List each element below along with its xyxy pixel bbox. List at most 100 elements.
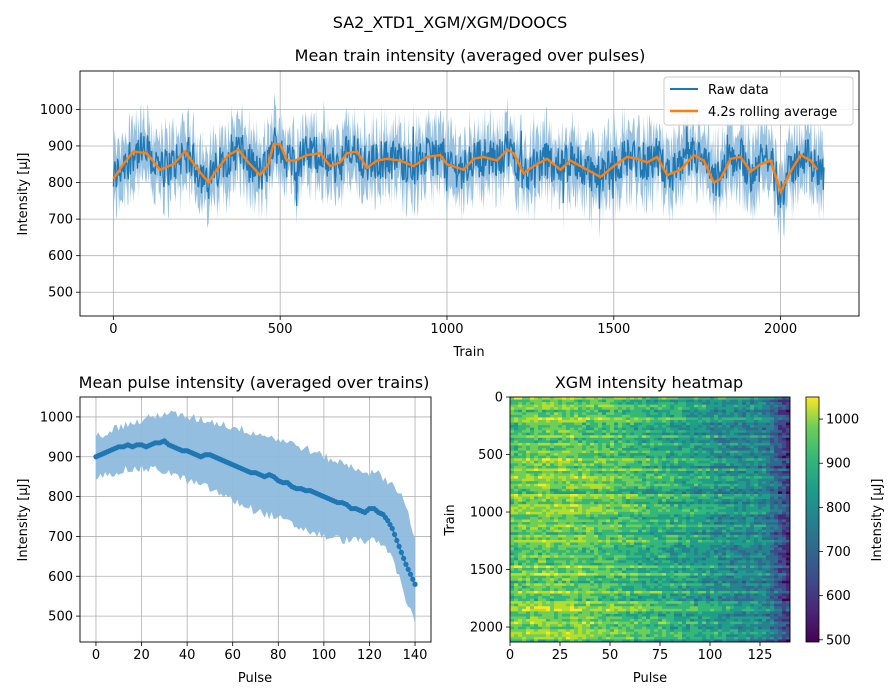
- heatmap-cell: [622, 471, 627, 474]
- heatmap-cell: [746, 417, 751, 421]
- heatmap-cell: [738, 465, 743, 469]
- heatmap-cell: [674, 437, 679, 441]
- heatmap-cell: [654, 557, 659, 561]
- heatmap-cell: [634, 537, 639, 541]
- heatmap-cell: [522, 511, 527, 515]
- heatmap-cell: [742, 473, 747, 477]
- heatmap-cell: [782, 419, 787, 423]
- heatmap-cell: [646, 471, 651, 474]
- heatmap-cell: [670, 432, 675, 436]
- heatmap-cell: [634, 427, 639, 431]
- heatmap-cell: [690, 404, 695, 408]
- heatmap-cell: [630, 476, 635, 480]
- heatmap-cell: [766, 463, 771, 467]
- heatmap-cell: [598, 511, 603, 515]
- heatmap-cell: [630, 550, 635, 554]
- heatmap-cell: [750, 460, 755, 464]
- heatmap-cell: [710, 557, 715, 561]
- heatmap-cell: [534, 468, 539, 472]
- heatmap-cell: [650, 524, 655, 528]
- heatmap-cell: [654, 534, 659, 538]
- heatmap-cell: [522, 488, 527, 492]
- heatmap-cell: [586, 397, 591, 400]
- heatmap-cell: [630, 532, 635, 536]
- heatmap-cell: [742, 425, 747, 429]
- heatmap-cell: [698, 407, 703, 411]
- heatmap-cell: [678, 407, 683, 411]
- heatmap-cell: [730, 545, 735, 548]
- heatmap-cell: [654, 425, 659, 429]
- heatmap-cell: [706, 478, 711, 482]
- heatmap-cell: [750, 504, 755, 508]
- heatmap-cell: [658, 514, 663, 518]
- heatmap-cell: [526, 527, 531, 531]
- heatmap-cell: [742, 476, 747, 480]
- heatmap-cell: [522, 522, 527, 525]
- heatmap-cell: [514, 414, 519, 418]
- heatmap-cell: [686, 488, 691, 492]
- heatmap-cell: [530, 422, 535, 426]
- heatmap-cell: [586, 478, 591, 482]
- heatmap-cell: [638, 493, 643, 497]
- heatmap-cell: [662, 524, 667, 528]
- heatmap-cell: [658, 552, 663, 556]
- heatmap-cell: [602, 450, 607, 454]
- heatmap-cell: [766, 402, 771, 406]
- heatmap-cell: [546, 483, 551, 487]
- heatmap-cell: [586, 458, 591, 462]
- heatmap-cell: [778, 486, 783, 490]
- heatmap-cell: [762, 417, 767, 421]
- heatmap-cell: [550, 481, 555, 485]
- heatmap-cell: [746, 514, 751, 518]
- heatmap-cell: [698, 550, 703, 554]
- heatmap-cell: [510, 468, 515, 472]
- heatmap-cell: [574, 514, 579, 518]
- heatmap-cell: [670, 471, 675, 474]
- heatmap-cell: [726, 529, 731, 533]
- heatmap-cell: [554, 414, 559, 418]
- heatmap-cell: [650, 425, 655, 429]
- heatmap-cell: [562, 414, 567, 418]
- heatmap-cell: [758, 493, 763, 497]
- heatmap-cell: [542, 488, 547, 492]
- heatmap-cell: [522, 567, 527, 571]
- heatmap-cell: [574, 501, 579, 505]
- heatmap-cell: [658, 529, 663, 533]
- heatmap-cell: [758, 445, 763, 449]
- heatmap-cell: [758, 506, 763, 510]
- heatmap-cell: [618, 458, 623, 462]
- pulse-ytick-label: 700: [48, 530, 73, 545]
- heatmap-cell: [782, 519, 787, 523]
- heatmap-cell: [542, 527, 547, 531]
- heatmap-cell: [722, 529, 727, 533]
- heatmap-cell: [778, 417, 783, 421]
- heatmap-cell: [530, 562, 535, 566]
- heatmap-cell: [706, 539, 711, 543]
- heatmap-cell: [602, 567, 607, 571]
- heatmap-cell: [710, 527, 715, 531]
- heatmap-cell: [574, 545, 579, 548]
- heatmap-cell: [710, 437, 715, 441]
- heatmap-cell: [706, 468, 711, 472]
- heatmap-cell: [534, 511, 539, 515]
- heatmap-cell: [690, 468, 695, 472]
- heatmap-cell: [558, 414, 563, 418]
- heatmap-cell: [602, 471, 607, 474]
- heatmap-cell: [718, 463, 723, 467]
- heatmap-cell: [562, 458, 567, 462]
- heatmap-cell: [718, 481, 723, 485]
- heatmap-cell: [582, 491, 587, 495]
- heatmap-cell: [542, 545, 547, 548]
- heatmap-cell: [554, 476, 559, 480]
- heatmap-cell: [654, 468, 659, 472]
- heatmap-cell: [770, 463, 775, 467]
- heatmap-cell: [638, 453, 643, 457]
- heatmap-cell: [594, 399, 599, 403]
- heatmap-cell: [746, 491, 751, 495]
- heatmap-cell: [706, 532, 711, 536]
- heatmap-cell: [602, 534, 607, 538]
- heatmap-cell: [730, 478, 735, 482]
- heatmap-cell: [690, 427, 695, 431]
- heatmap-cell: [742, 419, 747, 423]
- heatmap-cell: [602, 483, 607, 487]
